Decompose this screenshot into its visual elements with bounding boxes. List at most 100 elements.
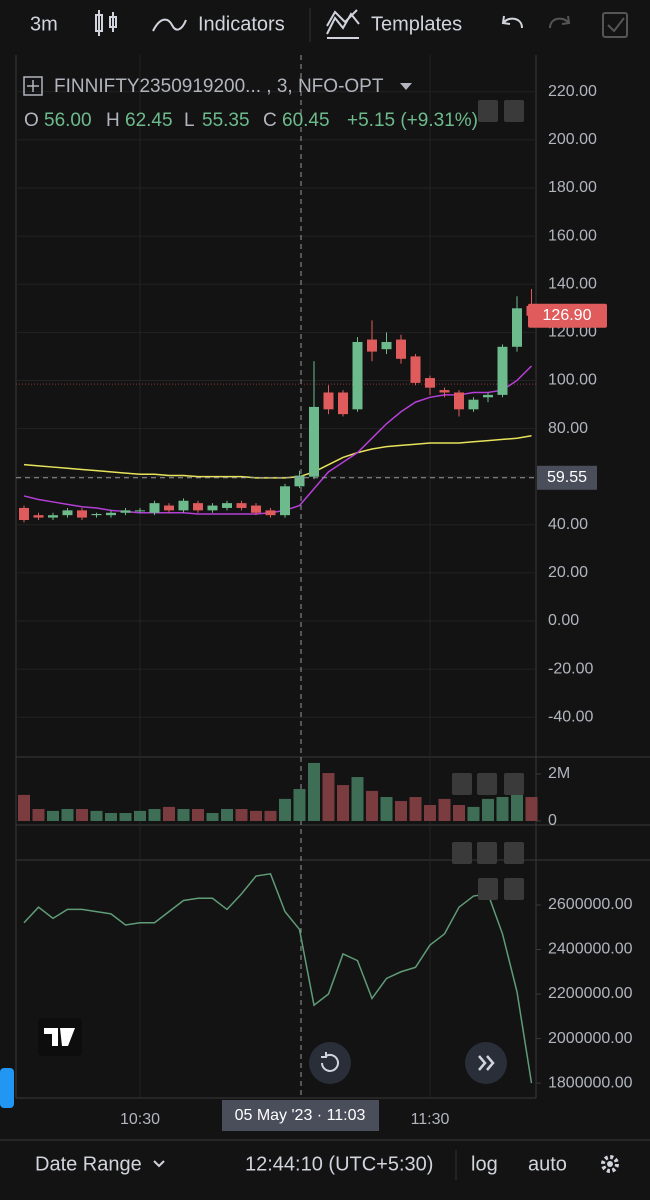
redo-button[interactable] — [549, 15, 571, 29]
candle-body — [149, 503, 160, 513]
volume-bar — [32, 809, 45, 821]
candle-body — [120, 510, 131, 513]
x-tick-label: 11:30 — [411, 1111, 450, 1128]
volume-bar — [337, 785, 349, 821]
date-range-button[interactable]: Date Range — [35, 1153, 142, 1175]
candle-body — [106, 512, 116, 516]
ohlc-value: 55.35 — [202, 110, 250, 131]
volume-bar — [293, 789, 306, 821]
reset-icon — [321, 1052, 339, 1072]
volume-bar — [192, 809, 204, 821]
logo-mark — [44, 1028, 75, 1046]
volume-bar — [395, 801, 407, 821]
side-toggle[interactable] — [0, 1068, 14, 1108]
ohlc-value: 56.00 — [44, 110, 92, 131]
volume-bar — [61, 809, 74, 821]
candle-body — [323, 392, 334, 410]
last-price: 126.90 — [543, 307, 592, 324]
settings-button[interactable] — [601, 1155, 619, 1173]
volume-bar — [351, 777, 364, 821]
crosshair-time-box — [222, 1100, 379, 1131]
symbol[interactable]: FINNIFTY2350919200... , 3, NFO-OPT — [54, 76, 384, 97]
y-tick-label: 160.00 — [548, 227, 597, 244]
scroll-icon — [478, 1055, 495, 1071]
crosshair-price: 59.55 — [547, 469, 587, 486]
volume-bar — [438, 798, 451, 821]
crosshair-time: 05 May '23 · 11:03 — [235, 1107, 366, 1124]
templates-button[interactable]: Templates — [371, 13, 462, 35]
candle-body — [338, 392, 348, 415]
y-tick-label: 0 — [548, 812, 557, 829]
volume-bar — [322, 773, 335, 821]
y-tick-label: 2M — [548, 765, 570, 782]
snapshot-button[interactable] — [602, 12, 628, 38]
volume-bar — [163, 806, 175, 821]
reset-button[interactable] — [309, 1042, 351, 1084]
volume-bar — [424, 805, 436, 821]
volume-bar — [482, 798, 494, 821]
pane-buttons[interactable] — [452, 100, 524, 900]
footer: Date Range 12:44:10 (UTC+5:30) log auto — [35, 1150, 619, 1180]
volume-bar — [525, 797, 538, 821]
volume-bar — [308, 762, 320, 821]
volume-bar — [279, 798, 291, 821]
volume-bar — [105, 813, 117, 821]
y-tick-label: 40.00 — [548, 516, 588, 533]
volume-bar — [177, 809, 190, 821]
volume-bar — [47, 810, 59, 821]
check-icon — [607, 17, 625, 33]
ohlc-value: 62.45 — [125, 110, 173, 131]
candle-body — [396, 339, 406, 359]
expand-icon[interactable] — [23, 76, 43, 96]
interval-button[interactable]: 3m — [30, 13, 58, 35]
candle-body — [222, 503, 232, 508]
line-series — [23, 872, 533, 1084]
chart-type-icon[interactable] — [95, 10, 117, 36]
candle-body — [352, 341, 363, 410]
last-price-box — [528, 303, 607, 328]
indicators-button[interactable]: Indicators — [198, 13, 285, 35]
volume-bar — [76, 809, 88, 821]
y-tick-label: 2400000.00 — [548, 941, 633, 958]
ohlc-key: H — [106, 110, 120, 131]
candle-body — [309, 406, 319, 477]
ohlc-key: O — [24, 110, 39, 131]
y-tick-label: -20.00 — [548, 660, 593, 677]
volume-bar — [511, 794, 523, 821]
templates-icon[interactable] — [326, 9, 360, 39]
y-tick-label: 140.00 — [548, 275, 597, 292]
candle-body — [62, 510, 73, 516]
undo-button[interactable] — [501, 15, 523, 29]
change: +5.15 (+9.31%) — [347, 110, 478, 131]
ohlc-value: 60.45 — [282, 110, 330, 131]
auto-button[interactable]: auto — [528, 1153, 567, 1175]
y-tick-label: -40.00 — [548, 708, 593, 725]
candle-body — [135, 510, 145, 512]
candle-body — [425, 378, 435, 388]
candle-body — [512, 308, 522, 347]
y-tick-label: 220.00 — [548, 83, 597, 100]
candle-body — [367, 339, 377, 352]
candle-body — [77, 510, 87, 518]
y-tick-label: 0.00 — [548, 612, 579, 629]
candle-body — [236, 503, 247, 508]
volume-bar — [119, 813, 132, 821]
candle-body — [381, 341, 392, 350]
y-tick-label: 1800000.00 — [548, 1074, 633, 1091]
volume-bar — [453, 805, 465, 821]
candle-body — [91, 513, 102, 516]
y-tick-label: 80.00 — [548, 420, 588, 437]
candle-body — [33, 515, 44, 518]
volume-bar — [148, 809, 161, 821]
candle-body — [178, 500, 189, 511]
settings-icon — [607, 1161, 613, 1167]
dropdown-icon[interactable] — [400, 83, 412, 90]
legend: FINNIFTY2350919200... , 3, NFO-OPT O 56.… — [23, 76, 478, 131]
volume-bar — [380, 797, 393, 821]
indicators-icon[interactable] — [152, 18, 187, 32]
volume-bar — [264, 810, 277, 821]
log-button[interactable]: log — [471, 1153, 498, 1175]
candle-body — [497, 346, 508, 395]
